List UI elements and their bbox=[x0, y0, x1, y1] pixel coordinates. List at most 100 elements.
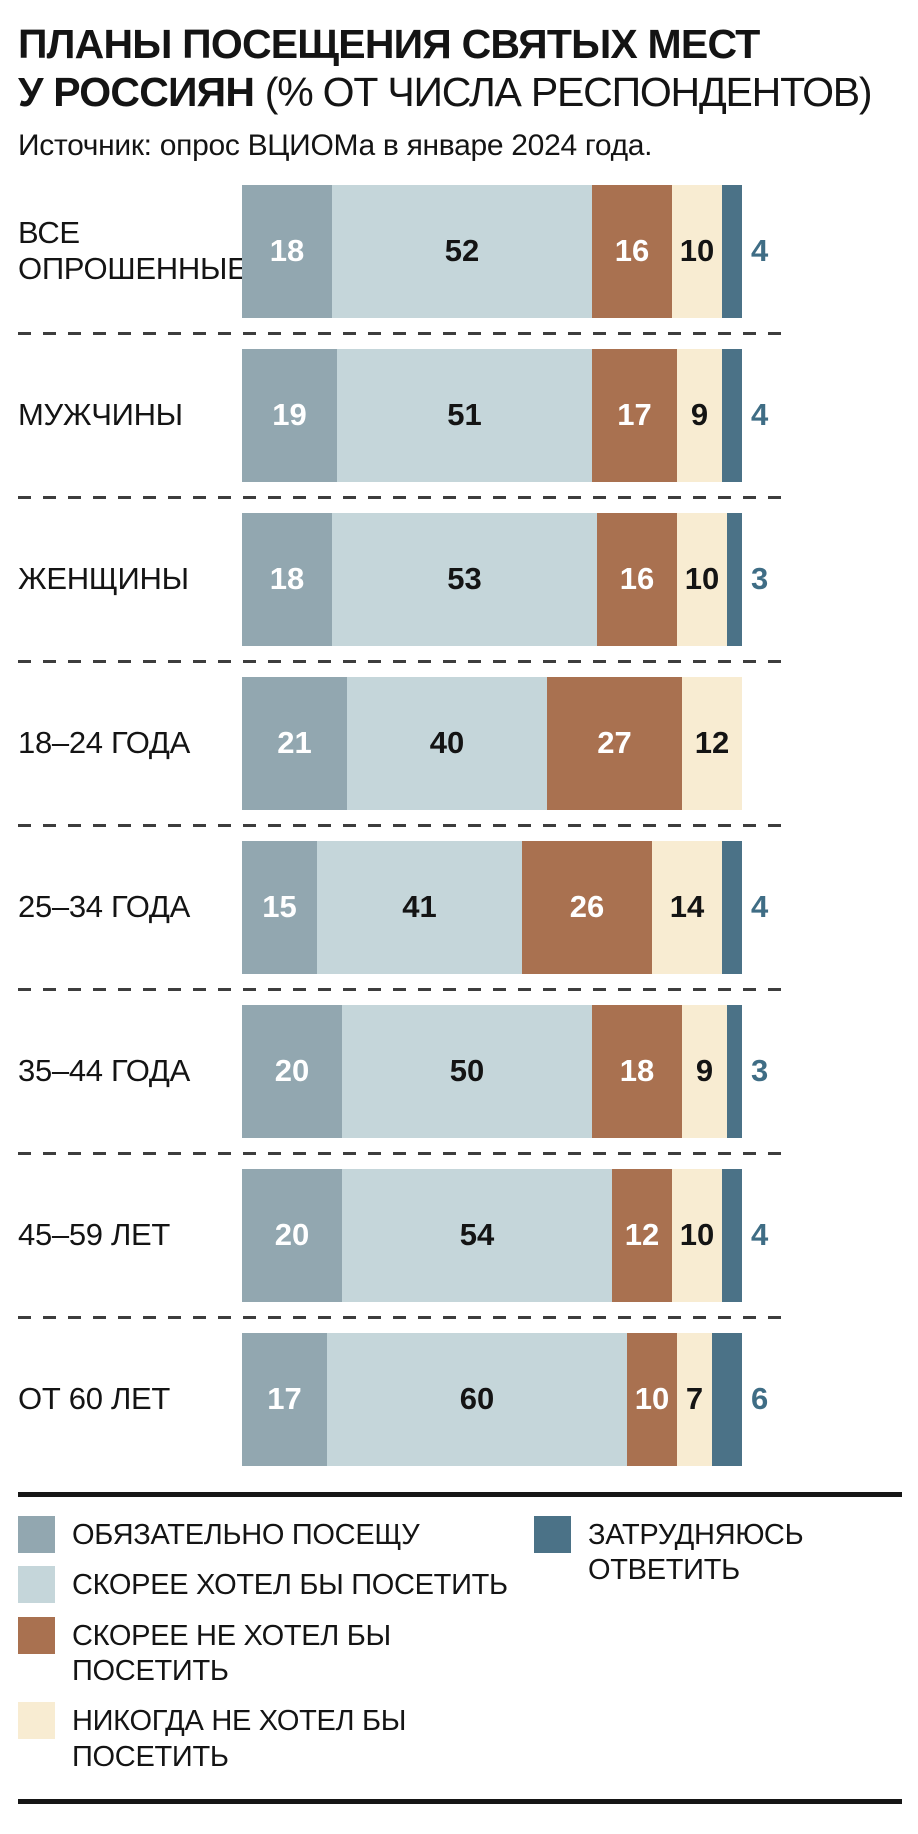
category-label: ОТ 60 ЛЕТ bbox=[18, 1380, 171, 1416]
legend-item-label: ОБЯЗАТЕЛЬНО ПОСЕЩУ bbox=[72, 1518, 420, 1551]
bar-segment-4: 14 bbox=[652, 840, 722, 974]
legend-item: ОБЯЗАТЕЛЬНО ПОСЕЩУ bbox=[18, 1515, 534, 1553]
bar-segment-5 bbox=[722, 840, 742, 974]
category-label: 18–24 ГОДА bbox=[18, 724, 190, 760]
category-label: 45–59 ЛЕТ bbox=[18, 1216, 171, 1252]
category-label: ЖЕНЩИНЫ bbox=[18, 560, 189, 596]
legend-item-label: СКОРЕЕ НЕ ХОТЕЛ БЫ ПОСЕТИТЬ bbox=[72, 1619, 391, 1687]
bar-segment-2: 60 bbox=[327, 1332, 627, 1466]
title-line-2: У РОССИЯН (% ОТ ЧИСЛА РЕСПОНДЕНТОВ) bbox=[18, 68, 902, 116]
chart-row: ОТ 60 ЛЕТ 17 60 10 7 6 bbox=[18, 1332, 790, 1466]
bar-segment-3: 26 bbox=[522, 840, 652, 974]
row-separator bbox=[18, 987, 790, 991]
bar-segment-2: 51 bbox=[337, 348, 592, 482]
stacked-bar: 20 54 12 10 bbox=[242, 1168, 742, 1302]
chart-row: 18–24 ГОДА 21 40 27 12 bbox=[18, 676, 790, 810]
chart-row: МУЖЧИНЫ 19 51 17 9 4 bbox=[18, 348, 790, 482]
bar-segment-2: 41 bbox=[317, 840, 522, 974]
bar-segment-2: 40 bbox=[347, 676, 547, 810]
outside-value: 3 bbox=[751, 561, 769, 597]
legend-left-column: ОБЯЗАТЕЛЬНО ПОСЕЩУ СКОРЕЕ ХОТЕЛ БЫ ПОСЕТИ… bbox=[18, 1515, 534, 1787]
title-line-2-bold: У РОССИЯН bbox=[18, 69, 255, 116]
bar-segment-5 bbox=[722, 184, 742, 318]
row-separator bbox=[18, 495, 790, 499]
category-label: МУЖЧИНЫ bbox=[18, 396, 183, 432]
bar-segment-2: 52 bbox=[332, 184, 592, 318]
outside-value: 4 bbox=[751, 1217, 769, 1253]
row-separator bbox=[18, 659, 790, 663]
bar-segment-4: 10 bbox=[672, 184, 722, 318]
outside-value: 3 bbox=[751, 1053, 769, 1089]
page-title: ПЛАНЫ ПОСЕЩЕНИЯ СВЯТЫХ МЕСТ У РОССИЯН (%… bbox=[18, 20, 902, 117]
row-separator bbox=[18, 1315, 790, 1319]
bar-segment-4: 9 bbox=[677, 348, 722, 482]
legend-item: СКОРЕЕ ХОТЕЛ БЫ ПОСЕТИТЬ bbox=[18, 1565, 534, 1604]
bar-segment-5 bbox=[712, 1332, 742, 1466]
legend-item: НИКОГДА НЕ ХОТЕЛ БЫ ПОСЕТИТЬ bbox=[18, 1701, 534, 1775]
bar-segment-1: 15 bbox=[242, 840, 317, 974]
source-note: Источник: опрос ВЦИОМа в январе 2024 год… bbox=[18, 128, 653, 162]
stacked-bar: 20 50 18 9 bbox=[242, 1004, 742, 1138]
bar-segment-3: 16 bbox=[597, 512, 677, 646]
title-note: (% ОТ ЧИСЛА РЕСПОНДЕНТОВ) bbox=[264, 69, 873, 116]
chart-row: 25–34 ГОДА 15 41 26 14 4 bbox=[18, 840, 790, 974]
bar-segment-1: 18 bbox=[242, 512, 332, 646]
outside-value: 6 bbox=[751, 1381, 769, 1417]
bar-segment-4: 7 bbox=[677, 1332, 712, 1466]
bar-segment-3: 18 bbox=[592, 1004, 682, 1138]
legend-item: ЗАТРУДНЯЮСЬ ОТВЕТИТЬ bbox=[534, 1515, 902, 1589]
legend-item-label: НИКОГДА НЕ ХОТЕЛ БЫ ПОСЕТИТЬ bbox=[72, 1705, 407, 1773]
legend-swatch bbox=[18, 1702, 55, 1740]
bar-segment-4: 9 bbox=[682, 1004, 727, 1138]
bar-segment-3: 16 bbox=[592, 184, 672, 318]
bar-segment-4: 12 bbox=[682, 676, 742, 810]
stacked-bar: 19 51 17 9 bbox=[242, 348, 742, 482]
legend-right-column: ЗАТРУДНЯЮСЬ ОТВЕТИТЬ bbox=[534, 1515, 902, 1787]
bar-segment-2: 53 bbox=[332, 512, 597, 646]
bar-segment-4: 10 bbox=[672, 1168, 722, 1302]
stacked-bar: 17 60 10 7 bbox=[242, 1332, 742, 1466]
bar-segment-1: 19 bbox=[242, 348, 337, 482]
legend-swatch bbox=[18, 1616, 55, 1654]
category-label: 35–44 ГОДА bbox=[18, 1052, 190, 1088]
outside-value: 4 bbox=[751, 889, 769, 925]
row-separator bbox=[18, 331, 790, 335]
bar-segment-2: 50 bbox=[342, 1004, 592, 1138]
bar-segment-5 bbox=[727, 1004, 742, 1138]
bar-segment-1: 17 bbox=[242, 1332, 327, 1466]
bar-segment-3: 17 bbox=[592, 348, 677, 482]
stacked-bar: 18 53 16 10 bbox=[242, 512, 742, 646]
legend-bottom-rule bbox=[18, 1799, 902, 1804]
bar-segment-3: 12 bbox=[612, 1168, 672, 1302]
legend-top-rule bbox=[18, 1491, 902, 1497]
outside-value: 4 bbox=[751, 397, 769, 433]
category-label: ВСЕ ОПРОШЕННЫЕ bbox=[18, 214, 248, 287]
legend-swatch bbox=[534, 1515, 571, 1553]
chart-row: 35–44 ГОДА 20 50 18 9 3 bbox=[18, 1004, 790, 1138]
row-separator bbox=[18, 823, 790, 827]
legend: ОБЯЗАТЕЛЬНО ПОСЕЩУ СКОРЕЕ ХОТЕЛ БЫ ПОСЕТИ… bbox=[18, 1497, 902, 1799]
outside-value: 4 bbox=[751, 233, 769, 269]
bar-segment-1: 20 bbox=[242, 1004, 342, 1138]
bar-segment-2: 54 bbox=[342, 1168, 612, 1302]
category-label: 25–34 ГОДА bbox=[18, 888, 190, 924]
stacked-bar: 18 52 16 10 bbox=[242, 184, 742, 318]
stacked-bar: 15 41 26 14 bbox=[242, 840, 742, 974]
legend-item-label: ЗАТРУДНЯЮСЬ ОТВЕТИТЬ bbox=[588, 1518, 804, 1587]
title-line-1: ПЛАНЫ ПОСЕЩЕНИЯ СВЯТЫХ МЕСТ bbox=[18, 21, 760, 67]
row-separator bbox=[18, 1151, 790, 1155]
bar-segment-4: 10 bbox=[677, 512, 727, 646]
bar-segment-3: 27 bbox=[547, 676, 682, 810]
chart-area: ВСЕ ОПРОШЕННЫЕ 18 52 16 10 4 МУЖЧИНЫ 19 51 17 9 4 ЖЕ… bbox=[18, 184, 790, 1466]
legend-item: СКОРЕЕ НЕ ХОТЕЛ БЫ ПОСЕТИТЬ bbox=[18, 1616, 534, 1690]
chart-row: 45–59 ЛЕТ 20 54 12 10 4 bbox=[18, 1168, 790, 1302]
bar-segment-5 bbox=[722, 1168, 742, 1302]
legend-item-label: СКОРЕЕ ХОТЕЛ БЫ ПОСЕТИТЬ bbox=[72, 1569, 508, 1602]
bar-segment-1: 20 bbox=[242, 1168, 342, 1302]
bar-segment-3: 10 bbox=[627, 1332, 677, 1466]
stacked-bar: 21 40 27 12 bbox=[242, 676, 742, 810]
bar-segment-1: 21 bbox=[242, 676, 347, 810]
chart-row: ВСЕ ОПРОШЕННЫЕ 18 52 16 10 4 bbox=[18, 184, 790, 318]
legend-swatch bbox=[18, 1566, 55, 1604]
